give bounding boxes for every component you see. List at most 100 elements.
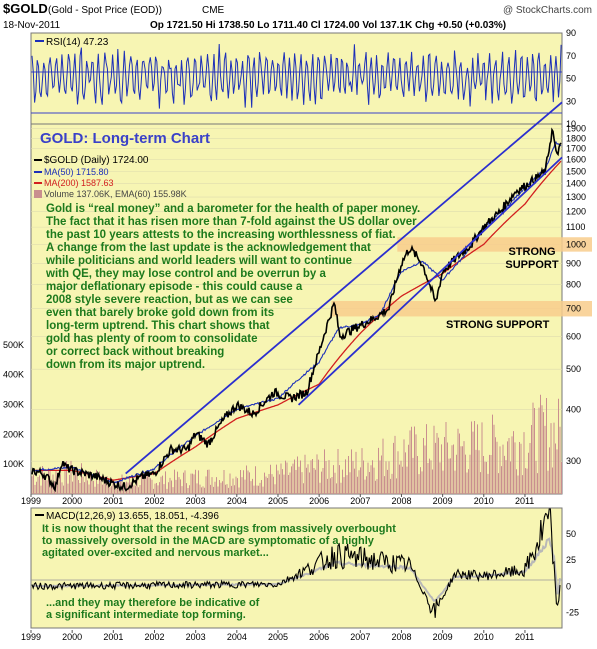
volume-axis-tick: 300K [3, 400, 24, 410]
x-axis-tick-label: 2005 [268, 632, 288, 642]
price-annotation-line: Gold is “real money” and a barometer for… [46, 203, 420, 215]
x-axis-tick-label: 2004 [227, 632, 247, 642]
x-axis-tick-label: 2009 [433, 496, 453, 506]
header-date: 18-Nov-2011 [3, 20, 61, 31]
x-axis-tick-label: 2007 [350, 632, 370, 642]
price-annotation-line: The fact that it has risen more than 7-f… [46, 216, 417, 228]
price-axis-tick: 1400 [566, 179, 586, 189]
x-axis-tick-label: 2011 [515, 632, 534, 642]
price-annotation-line: while politicians and world leaders will… [45, 255, 352, 267]
price-annotation-line: major deflationary episode - this could … [46, 281, 303, 293]
price-axis-tick: 800 [566, 279, 581, 289]
price-panel: GOLD: Long-term Chart $GOLD (Daily) 1724… [3, 101, 592, 495]
price-annotation-line: with QE, they may lose control and be ov… [45, 268, 327, 280]
rsi-label: RSI(14) 47.23 [46, 37, 109, 48]
price-axis-tick: 600 [566, 331, 581, 341]
price-axis-tick: 1500 [566, 166, 586, 176]
legend-ma200: MA(200) 1587.63 [44, 178, 114, 188]
x-axis-tick-label: 2003 [186, 496, 206, 506]
macd-panel-background [30, 507, 563, 629]
price-annotation-line: down from its major uptrend. [46, 359, 205, 371]
support-1000-label-line1: STRONG [508, 246, 555, 258]
rsi-label-box [33, 35, 133, 47]
price-annotation-line: or correct back without breaking [46, 346, 224, 358]
price-annotation-line: A change from the last update is the ack… [46, 242, 371, 254]
x-axis-tick-label: 2010 [474, 496, 494, 506]
legend-price: $GOLD (Daily) 1724.00 [44, 155, 149, 166]
macd-axis-tick: 0 [566, 581, 571, 591]
macd-panel: MACD(12,26,9) 13.655, 18.051, -4.396 It … [30, 507, 579, 629]
legend-ma50: MA(50) 1715.80 [44, 167, 109, 177]
x-axis-tick-label: 2001 [103, 496, 123, 506]
header-name: (Gold - Spot Price (EOD)) [48, 5, 162, 16]
volume-axis-tick: 500K [3, 340, 24, 350]
x-axis-tick-label: 2008 [391, 496, 411, 506]
x-axis-tick-label: 2001 [103, 632, 123, 642]
x-axis-tick-label: 2007 [350, 496, 370, 506]
x-axis-tick-label: 2005 [268, 496, 288, 506]
macd-annotation-line: agitated over-excited and nervous market… [42, 547, 269, 559]
x-axis-tick-label: 2006 [309, 496, 329, 506]
volume-axis-tick: 200K [3, 429, 24, 439]
price-annotation-line: 2008 style severe reaction, but as we ca… [46, 294, 293, 306]
x-axis-tick-label: 2006 [309, 632, 329, 642]
price-axis-tick: 500 [566, 364, 581, 374]
macd-annotation-line: a significant intermediate top forming. [46, 609, 246, 621]
price-annotation-line: the past 10 years attests to the increas… [46, 229, 396, 241]
rsi-panel: RSI(14) 47.23 90 70 50 30 10 [30, 28, 576, 129]
x-axis-tick-label: 2009 [433, 632, 453, 642]
rsi-axis-tick: 70 [566, 51, 576, 61]
channel-upper-line [125, 101, 563, 475]
x-axis-tick-label: 1999 [21, 632, 41, 642]
price-axis-tick: 1000 [566, 239, 586, 249]
macd-signal-line [31, 537, 561, 603]
macd-annotation-line: ...and they may therefore be indicative … [46, 597, 260, 609]
channel-lower-line [297, 156, 563, 406]
support-1000-label-line2: SUPPORT [505, 259, 558, 271]
rsi-line [31, 43, 562, 109]
x-axis-tick-label: 2008 [391, 632, 411, 642]
price-axis-tick: 700 [566, 304, 581, 314]
price-axis-tick: 1300 [566, 192, 586, 202]
price-axis-tick: 1800 [566, 133, 586, 143]
header-watermark: @ StockCharts.com [503, 5, 592, 16]
support-700-label: STRONG SUPPORT [446, 319, 550, 331]
x-axis-tick-label: 2002 [144, 632, 164, 642]
price-annotation-line: long-term uptrend. This chart shows that [46, 320, 270, 332]
gold-price-line [31, 127, 562, 493]
rsi-axis-tick: 30 [566, 96, 576, 106]
price-axis-tick: 900 [566, 258, 581, 268]
legend-volume: Volume 137.06K, EMA(60) 155.98K [44, 189, 187, 199]
header-exchange: CME [202, 5, 225, 16]
rsi-axis-tick: 50 [566, 74, 576, 84]
price-annotation-line: even that barely broke gold down from it… [46, 307, 274, 319]
price-axis-tick: 300 [566, 456, 581, 466]
price-axis-tick: 400 [566, 404, 581, 414]
x-axis-tick-label: 2003 [186, 632, 206, 642]
x-axis-tick-label: 2000 [62, 496, 82, 506]
macd-annotation-line: to massively oversold in the MACD are sy… [42, 535, 375, 547]
rsi-axis-tick: 90 [566, 28, 576, 38]
header-symbol: $GOLD [3, 1, 48, 16]
price-axis-tick: 1900 [566, 124, 586, 134]
x-axis-tick-label: 2002 [144, 496, 164, 506]
macd-label: MACD(12,26,9) 13.655, 18.051, -4.396 [46, 511, 219, 522]
x-axis-tick-label: 2000 [62, 632, 82, 642]
support-band-1000 [397, 237, 592, 252]
legend-volume-swatch [34, 190, 42, 198]
price-axis-tick: 1700 [566, 144, 586, 154]
macd-annotation-line: It is now thought that the recent swings… [42, 523, 396, 535]
macd-annotation-bottom: ...and they may therefore be indicative … [46, 597, 260, 621]
macd-annotation-top: It is now thought that the recent swings… [42, 523, 396, 559]
price-axis-tick: 1200 [566, 206, 586, 216]
price-legend: $GOLD (Daily) 1724.00 MA(50) 1715.80 MA(… [34, 155, 187, 199]
x-axis-tick-label: 1999 [21, 496, 41, 506]
price-axis-tick: 1600 [566, 155, 586, 165]
macd-line [31, 508, 561, 618]
price-annotation: Gold is “real money” and a barometer for… [45, 203, 420, 371]
macd-axis-tick: -25 [566, 607, 579, 617]
macd-axis-tick: 25 [566, 555, 576, 565]
price-annotation-line: gold has plenty of room to consolidate [46, 333, 257, 345]
x-axis-tick-label: 2010 [474, 632, 494, 642]
